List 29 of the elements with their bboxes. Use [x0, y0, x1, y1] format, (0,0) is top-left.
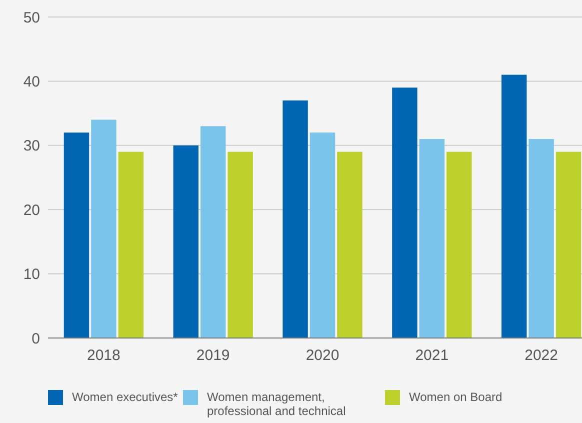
- bar: [419, 138, 445, 338]
- bar: [173, 145, 198, 338]
- bar: [310, 132, 336, 338]
- x-tick-label: 2020: [306, 347, 340, 364]
- bar: [200, 126, 226, 338]
- x-tick-label: 2022: [524, 347, 558, 364]
- y-tick-label: 20: [23, 202, 40, 219]
- bar: [556, 152, 582, 338]
- legend-label: Women executives*: [72, 390, 178, 404]
- x-tick-label: 2018: [87, 347, 120, 364]
- bar: [64, 132, 90, 338]
- bar: [118, 152, 144, 338]
- y-tick-label: 0: [32, 330, 40, 348]
- bar: [91, 120, 116, 338]
- y-tick-label: 40: [23, 73, 40, 90]
- x-tick-label: 2021: [415, 347, 449, 364]
- legend-label: Women management, professional and technical: [207, 390, 346, 418]
- y-tick-label: 30: [23, 138, 40, 155]
- bar: [228, 152, 253, 338]
- bar: [446, 152, 472, 338]
- y-tick-label: 10: [23, 266, 40, 284]
- bar: [528, 138, 554, 338]
- bar: [501, 74, 527, 338]
- legend-label: Women on Board: [409, 390, 502, 404]
- bar: [337, 152, 362, 338]
- bar: [392, 88, 418, 338]
- bar: [282, 100, 308, 338]
- x-tick-label: 2019: [196, 347, 230, 364]
- y-tick-label: 50: [23, 9, 40, 26]
